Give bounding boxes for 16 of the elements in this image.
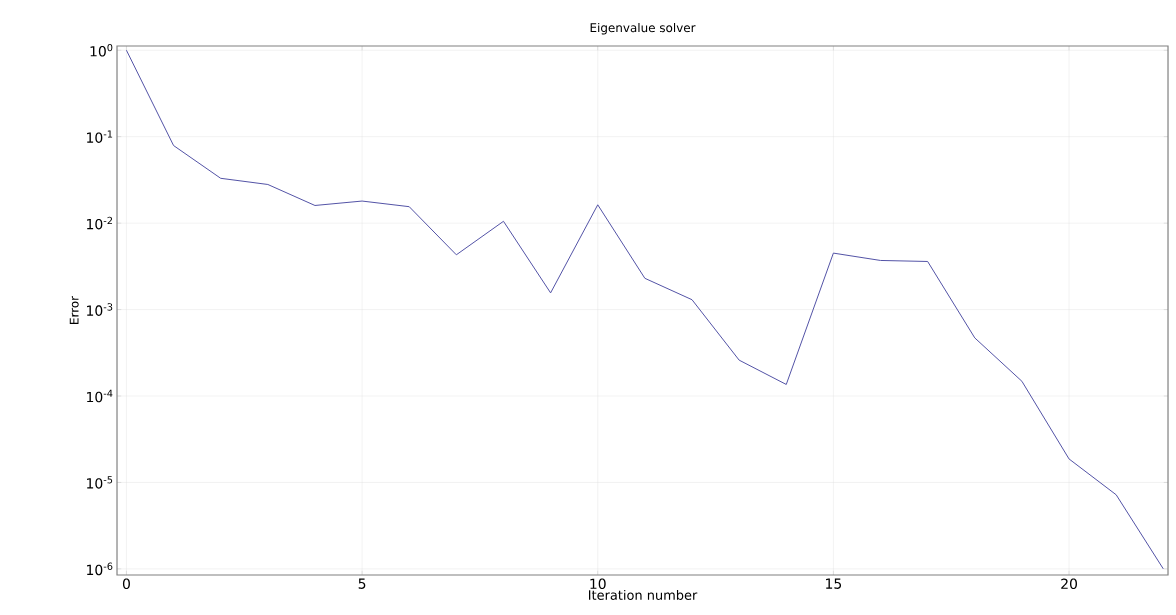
y-tick-label: 10$^{0}$ xyxy=(90,43,113,57)
y-tick-label: 10$^{-5}$ xyxy=(87,476,113,489)
y-axis-title: Error xyxy=(69,295,79,324)
y-tick-label: 10$^{-2}$ xyxy=(87,216,113,230)
chart-title: Eigenvalue solver xyxy=(590,22,696,35)
x-tick-label: 5 xyxy=(358,578,366,589)
x-tick-label: 10 xyxy=(590,578,606,590)
x-tick-label: 0 xyxy=(122,578,130,590)
x-axis-title: Iteration number xyxy=(588,589,698,600)
y-tick-label: 10$^{-1}$ xyxy=(87,130,113,143)
y-tick-label: 10$^{-4}$ xyxy=(87,389,113,403)
line-series xyxy=(125,49,1164,570)
y-tick-label: 10$^{-3}$ xyxy=(87,303,113,316)
x-tick-label: 15 xyxy=(826,578,842,589)
y-tick-label: 10$^{-6}$ xyxy=(87,562,113,576)
x-tick-label: 20 xyxy=(1061,578,1077,590)
